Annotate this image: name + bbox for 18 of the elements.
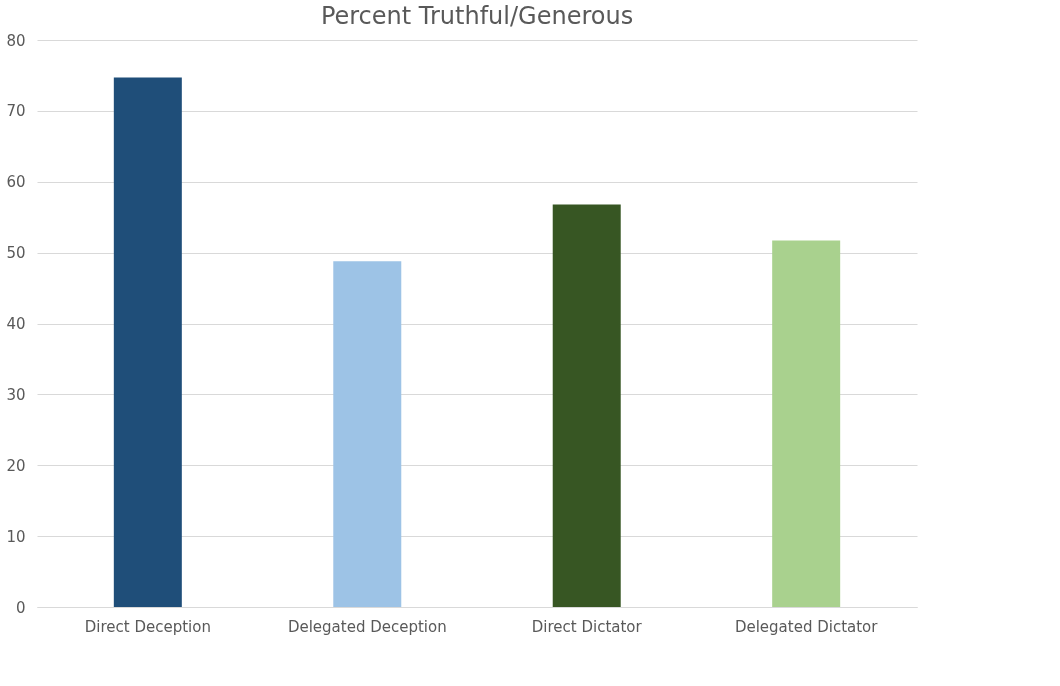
x-tick-label: Direct Dictator bbox=[531, 617, 643, 636]
x-tick-label: Delegated Deception bbox=[287, 617, 447, 636]
bar bbox=[333, 261, 402, 607]
bar bbox=[113, 77, 182, 607]
bar bbox=[552, 204, 621, 607]
y-tick-label: 50 bbox=[6, 244, 26, 263]
bar bbox=[772, 240, 841, 607]
y-tick-label: 10 bbox=[6, 527, 26, 546]
y-tick-label: 60 bbox=[6, 173, 26, 192]
x-tick-label: Direct Deception bbox=[84, 617, 211, 636]
y-tick-label: 30 bbox=[6, 385, 26, 404]
y-tick-label: 40 bbox=[6, 315, 26, 333]
y-tick-label: 80 bbox=[6, 31, 26, 50]
y-tick-label: 0 bbox=[15, 598, 26, 617]
x-tick-label: Delegated Dictator bbox=[734, 617, 879, 636]
y-tick-label: 70 bbox=[6, 102, 26, 121]
chart-title: Percent Truthful/Generous bbox=[320, 2, 634, 30]
y-tick-label: 20 bbox=[6, 456, 26, 475]
